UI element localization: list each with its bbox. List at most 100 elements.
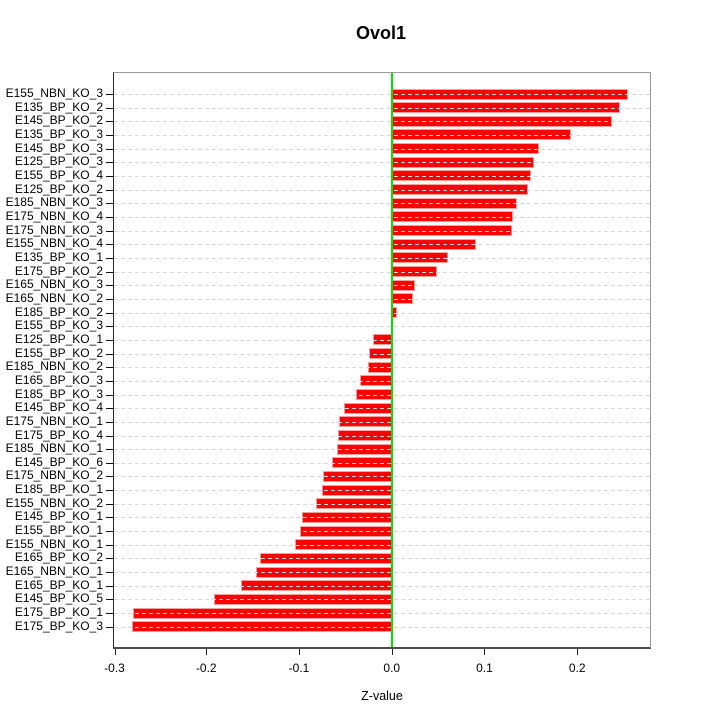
- y-axis-tick: [106, 326, 113, 328]
- y-axis-tick: [106, 175, 113, 177]
- y-axis-label: E185_BP_KO_1: [14, 482, 103, 497]
- y-axis-label: E125_BP_KO_2: [14, 181, 103, 196]
- x-axis-tick: [299, 649, 300, 655]
- chart-title: Ovol1: [355, 23, 407, 43]
- y-axis-label: E175_BP_KO_4: [14, 427, 103, 442]
- y-axis-tick: [106, 134, 113, 136]
- y-axis-label: E185_NBN_KO_1: [5, 441, 103, 456]
- x-axis-tick: [391, 649, 393, 655]
- gridline: [114, 367, 650, 369]
- x-axis-tick: [206, 649, 208, 655]
- y-axis-tick: [106, 558, 113, 560]
- y-axis-label: E145_BP_KO_4: [14, 400, 103, 415]
- gridline: [114, 312, 650, 314]
- x-axis-tick: [484, 649, 486, 655]
- gridline: [114, 216, 650, 218]
- y-axis-tick: [106, 298, 113, 300]
- y-axis-label: E185_BP_KO_3: [14, 386, 103, 401]
- y-axis-tick: [106, 476, 113, 478]
- y-axis-tick: [106, 449, 113, 451]
- x-axis-tick-label: -0.3: [104, 661, 125, 675]
- y-axis-label: E135_BP_KO_1: [14, 249, 103, 264]
- gridline: [114, 148, 650, 150]
- zero-line: [390, 73, 393, 647]
- y-axis-tick: [106, 162, 113, 164]
- y-axis-tick: [106, 544, 113, 546]
- gridline: [114, 257, 650, 259]
- y-axis-tick: [106, 257, 113, 259]
- gridline: [114, 599, 650, 601]
- y-axis-tick: [106, 613, 113, 615]
- y-axis-label: E135_BP_KO_2: [14, 99, 103, 114]
- y-axis-label: E125_BP_KO_1: [14, 331, 103, 346]
- y-axis-tick: [106, 353, 113, 355]
- gridline: [114, 572, 650, 574]
- y-axis-label: E145_BP_KO_1: [14, 509, 103, 524]
- gridline: [114, 462, 650, 464]
- gridline: [114, 244, 650, 246]
- gridline: [114, 394, 650, 396]
- y-axis-label: E175_NBN_KO_4: [5, 208, 103, 223]
- gridline: [114, 585, 650, 587]
- gridline: [114, 490, 650, 492]
- y-axis-label: E145_BP_KO_2: [14, 113, 103, 128]
- y-axis-tick: [106, 503, 113, 505]
- y-axis-tick: [106, 216, 113, 218]
- y-axis-tick: [106, 189, 113, 191]
- plot-area: Z-value -0.3 -0.2 -0.1 0.0 0.1 0.2: [104, 72, 651, 703]
- y-axis-tick: [106, 312, 113, 314]
- y-axis-label: E165_NBN_KO_2: [5, 290, 103, 305]
- y-axis-label: E185_NBN_KO_3: [5, 195, 103, 210]
- y-axis-label: E125_BP_KO_3: [14, 154, 103, 169]
- y-axis-label: E175_NBN_KO_2: [5, 468, 103, 483]
- y-axis-label: E155_BP_KO_1: [14, 523, 103, 538]
- y-axis-tick: [106, 490, 113, 492]
- gridline: [114, 408, 650, 410]
- y-axis-label: E165_NBN_KO_3: [5, 277, 103, 292]
- y-axis-tick: [106, 94, 113, 95]
- y-axis-label: E155_BP_KO_3: [14, 318, 103, 333]
- y-axis-label: E165_BP_KO_2: [14, 550, 103, 565]
- y-axis-tick: [106, 271, 113, 273]
- gridline: [114, 558, 650, 560]
- y-axis-tick: [106, 285, 113, 287]
- x-axis-tick: [577, 649, 579, 655]
- y-axis-tick: [106, 531, 113, 533]
- gridline: [114, 285, 650, 287]
- gridline: [114, 203, 650, 205]
- y-axis-tick: [106, 462, 113, 464]
- gridline: [114, 503, 650, 505]
- gridline: [114, 544, 650, 546]
- y-axis-label: E165_NBN_KO_1: [5, 564, 103, 579]
- x-axis-tick-label: -0.2: [195, 661, 217, 675]
- gridline: [114, 626, 650, 628]
- y-axis-tick: [106, 435, 113, 437]
- gridline: [114, 134, 650, 136]
- gridline: [114, 121, 650, 123]
- y-axis-label: E155_BP_KO_2: [14, 345, 103, 360]
- y-axis-tick: [106, 244, 113, 246]
- gridline: [114, 339, 650, 341]
- y-axis-tick: [106, 599, 113, 601]
- y-axis-tick: [106, 339, 113, 341]
- y-axis-label: E145_BP_KO_6: [14, 454, 103, 469]
- y-axis-label: E145_BP_KO_3: [14, 140, 103, 155]
- gridline: [114, 421, 650, 423]
- y-axis-tick: [106, 380, 113, 382]
- y-axis-label: E135_BP_KO_3: [14, 126, 103, 141]
- y-axis-tick: [106, 148, 113, 150]
- gridline: [114, 380, 650, 382]
- y-axis-tick: [106, 572, 113, 574]
- x-axis-tick-label: 0.0: [383, 661, 401, 675]
- y-axis-label: E185_BP_KO_2: [14, 304, 103, 319]
- gridline: [114, 531, 650, 533]
- y-axis-tick: [106, 421, 113, 423]
- y-axis-label: E155_NBN_KO_3: [5, 86, 103, 100]
- gridline: [114, 517, 650, 519]
- gridline: [114, 94, 650, 95]
- y-axis-label: E175_BP_KO_1: [14, 605, 103, 620]
- y-axis-label: E155_BP_KO_4: [14, 167, 103, 182]
- gridline: [114, 298, 650, 300]
- gridline: [114, 175, 650, 177]
